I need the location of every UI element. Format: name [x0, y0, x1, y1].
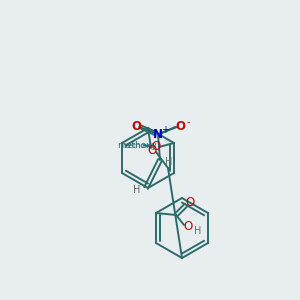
- Text: N: N: [153, 128, 163, 140]
- Text: O: O: [175, 119, 185, 133]
- Text: O: O: [131, 119, 141, 133]
- Text: H: H: [133, 185, 141, 195]
- Text: O: O: [183, 220, 193, 233]
- Text: methoxy: methoxy: [123, 143, 153, 149]
- Text: -: -: [186, 117, 190, 127]
- Text: H: H: [165, 157, 173, 167]
- Text: O: O: [185, 196, 195, 209]
- Text: +: +: [161, 125, 169, 135]
- Text: H: H: [194, 226, 202, 236]
- Text: methoxy: methoxy: [117, 140, 157, 149]
- Text: O: O: [152, 140, 160, 154]
- Text: O: O: [147, 143, 157, 157]
